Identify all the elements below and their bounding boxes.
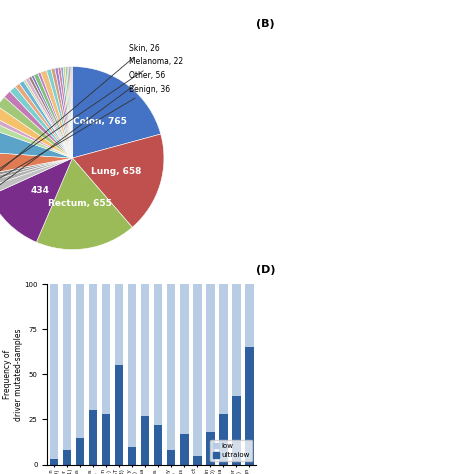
Text: Rectum, 655: Rectum, 655 [47, 199, 111, 208]
Wedge shape [0, 128, 73, 158]
Bar [63, 284, 71, 450]
Wedge shape [61, 67, 73, 158]
Wedge shape [0, 158, 73, 196]
Wedge shape [73, 66, 161, 158]
Wedge shape [0, 158, 73, 178]
Bar [193, 456, 201, 465]
Bar [180, 284, 189, 434]
Bar [76, 284, 84, 438]
Wedge shape [0, 152, 73, 175]
Wedge shape [73, 134, 164, 227]
Wedge shape [55, 68, 73, 158]
Wedge shape [0, 158, 73, 188]
Bar [115, 284, 123, 365]
Bar [154, 425, 163, 465]
Bar [63, 450, 71, 465]
Bar [219, 284, 228, 414]
Wedge shape [0, 158, 73, 242]
Bar [115, 365, 123, 465]
Text: (D): (D) [256, 264, 275, 274]
Bar [141, 416, 149, 465]
Bar [232, 284, 241, 396]
Text: Melanoma, 22: Melanoma, 22 [0, 57, 183, 173]
Bar [76, 438, 84, 465]
Wedge shape [38, 72, 73, 158]
Wedge shape [4, 91, 73, 158]
Bar [245, 284, 254, 347]
Text: (B): (B) [256, 19, 274, 29]
Bar [206, 284, 215, 432]
Text: Benign, 36: Benign, 36 [0, 85, 170, 182]
Wedge shape [41, 70, 73, 158]
Bar [167, 450, 175, 465]
Bar [232, 396, 241, 465]
Wedge shape [31, 75, 73, 158]
Bar [180, 434, 189, 465]
Wedge shape [15, 83, 73, 158]
Bar [128, 447, 137, 465]
Wedge shape [63, 67, 73, 158]
Wedge shape [0, 106, 73, 158]
Wedge shape [0, 97, 73, 158]
Text: Skin, 26: Skin, 26 [0, 44, 160, 177]
Bar [102, 284, 110, 414]
Bar [128, 284, 137, 447]
Wedge shape [51, 68, 73, 158]
Wedge shape [36, 158, 132, 250]
Wedge shape [26, 78, 73, 158]
Text: Colon, 765: Colon, 765 [73, 117, 127, 126]
Y-axis label: Frequency of
driver mutated-samples: Frequency of driver mutated-samples [3, 328, 23, 421]
Bar [50, 459, 58, 465]
Bar [141, 284, 149, 416]
Wedge shape [19, 81, 73, 158]
Text: 434: 434 [31, 186, 50, 195]
Bar [193, 284, 201, 456]
Wedge shape [58, 67, 73, 158]
Bar [50, 284, 58, 459]
Wedge shape [69, 66, 73, 158]
Wedge shape [10, 87, 73, 158]
Wedge shape [0, 120, 73, 158]
Wedge shape [46, 69, 73, 158]
Text: Other, 56: Other, 56 [0, 71, 165, 188]
Wedge shape [28, 76, 73, 158]
Text: Lung, 658: Lung, 658 [91, 167, 141, 176]
Wedge shape [0, 116, 73, 158]
Wedge shape [0, 158, 73, 182]
Wedge shape [71, 66, 73, 158]
Wedge shape [23, 80, 73, 158]
Bar [154, 284, 163, 425]
Bar [89, 284, 97, 410]
Bar [219, 414, 228, 465]
Wedge shape [70, 66, 73, 158]
Bar [206, 432, 215, 465]
Wedge shape [34, 73, 73, 158]
Bar [102, 414, 110, 465]
Legend: low, ultralow: low, ultralow [210, 440, 253, 461]
Bar [245, 347, 254, 465]
Bar [167, 284, 175, 450]
Bar [89, 410, 97, 465]
Wedge shape [67, 67, 73, 158]
Wedge shape [65, 67, 73, 158]
